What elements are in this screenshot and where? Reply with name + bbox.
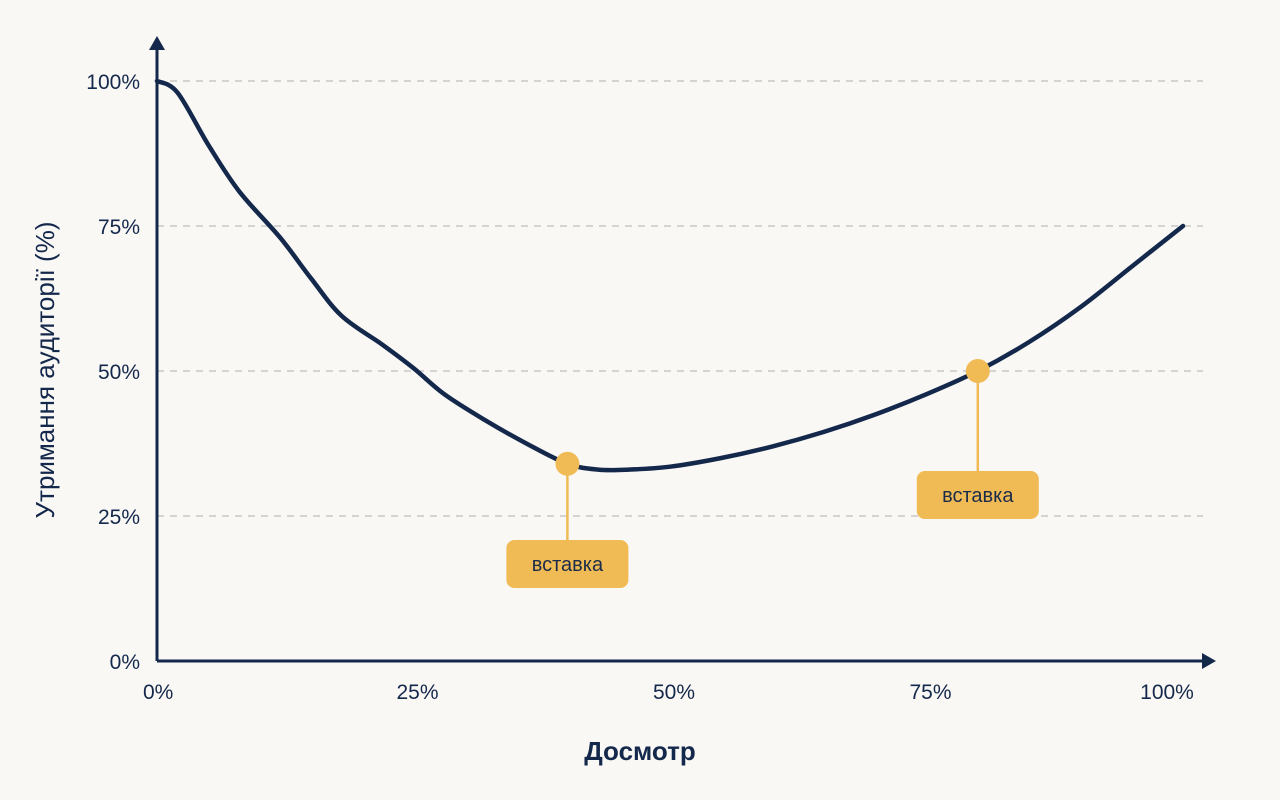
insertion-marker — [965, 359, 990, 383]
callout-label: вставка — [942, 485, 1014, 507]
x-tick-label: 75% — [909, 681, 951, 704]
x-tick-label: 25% — [396, 681, 438, 704]
callout-label: вставка — [532, 554, 604, 576]
insertion-marker — [555, 451, 580, 476]
callout-box — [506, 540, 629, 588]
y-tick-label: 25% — [98, 506, 140, 529]
y-axis-title: Утримання аудиторії (%) — [30, 222, 60, 519]
y-tick-label: 0% — [110, 651, 140, 674]
annotations: вставка вставка — [506, 359, 1039, 588]
grid — [157, 80, 1203, 517]
tick-labels: 0% 25% 50% 75% 100% 0% 25% 50% 75% 100% — [86, 71, 1194, 704]
x-tick-label: 50% — [653, 681, 695, 704]
retention-curve — [154, 78, 1186, 473]
x-axis-arrow — [1202, 653, 1216, 669]
y-tick-label: 100% — [86, 71, 140, 94]
x-tick-label: 100% — [1140, 681, 1194, 704]
axes — [149, 36, 1216, 669]
y-axis-arrow — [149, 36, 165, 50]
y-tick-label: 50% — [98, 361, 140, 384]
x-axis-title: Досмотр — [584, 736, 696, 766]
x-tick-label: 0% — [143, 681, 173, 704]
y-tick-label: 75% — [98, 216, 140, 239]
callout-box — [916, 471, 1039, 519]
series — [154, 78, 1186, 473]
